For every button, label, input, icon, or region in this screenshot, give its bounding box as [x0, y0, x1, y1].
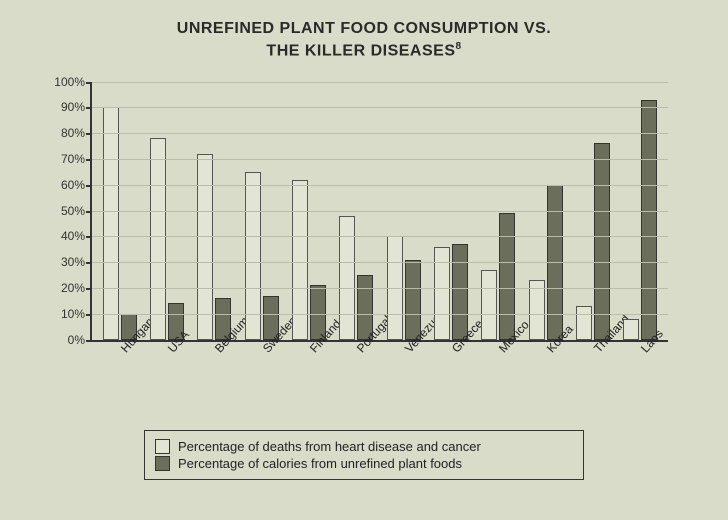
bar-calories [499, 213, 515, 339]
legend-row-deaths: Percentage of deaths from heart disease … [155, 439, 573, 454]
bar-deaths [197, 154, 213, 340]
bar-calories [452, 244, 468, 339]
bar-deaths [576, 306, 592, 340]
title-line-1: UNREFINED PLANT FOOD CONSUMPTION VS. [177, 20, 551, 37]
chart-title: UNREFINED PLANT FOOD CONSUMPTION VS. THE… [30, 18, 698, 62]
title-footnote: 8 [456, 41, 462, 52]
y-tick-label: 20% [37, 281, 85, 295]
legend-label-calories: Percentage of calories from unrefined pl… [178, 456, 462, 471]
bar-calories [641, 100, 657, 340]
y-tick-label: 90% [37, 100, 85, 114]
bar-deaths [103, 107, 119, 339]
title-line-2: THE KILLER DISEASES [266, 42, 455, 59]
chart-container: UNREFINED PLANT FOOD CONSUMPTION VS. THE… [0, 0, 728, 520]
legend-row-calories: Percentage of calories from unrefined pl… [155, 456, 573, 471]
bar-calories [594, 143, 610, 339]
y-tick-label: 100% [37, 75, 85, 89]
bar-deaths [529, 280, 545, 339]
y-tick-label: 10% [37, 307, 85, 321]
bar-deaths [623, 319, 639, 340]
y-tick-label: 50% [37, 204, 85, 218]
legend: Percentage of deaths from heart disease … [144, 430, 584, 480]
bar-deaths [150, 138, 166, 339]
plot-region: HungaryUSABelgiumSwedenFinlandPortugalVe… [90, 82, 668, 342]
bar-deaths [292, 180, 308, 340]
y-tick-label: 80% [37, 126, 85, 140]
y-tick-label: 70% [37, 152, 85, 166]
legend-swatch-light [155, 439, 170, 454]
y-tick-label: 60% [37, 178, 85, 192]
bar-deaths [339, 216, 355, 340]
bar-deaths [481, 270, 497, 340]
y-tick-label: 40% [37, 229, 85, 243]
chart-area: HungaryUSABelgiumSwedenFinlandPortugalVe… [30, 72, 698, 412]
legend-swatch-dark [155, 456, 170, 471]
legend-label-deaths: Percentage of deaths from heart disease … [178, 439, 481, 454]
y-tick-label: 0% [37, 333, 85, 347]
y-tick-label: 30% [37, 255, 85, 269]
bar-deaths [434, 247, 450, 340]
